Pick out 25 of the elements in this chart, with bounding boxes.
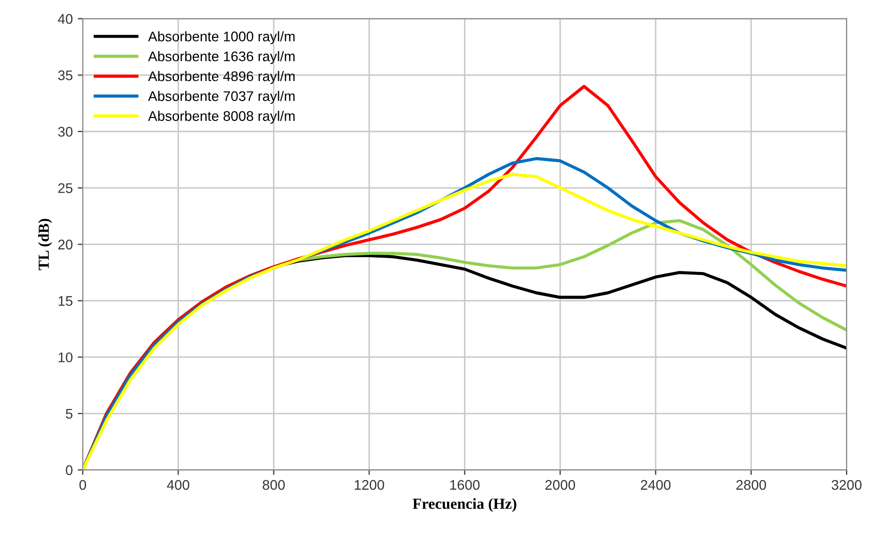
legend-label: Absorbente 4896 rayl/m <box>148 70 295 84</box>
x-tick-label: 2400 <box>640 480 671 490</box>
y-tick-label: 25 <box>58 183 72 194</box>
legend-label: Absorbente 7037 rayl/m <box>148 90 295 104</box>
y-tick-label: 40 <box>58 14 72 24</box>
x-tick-label: 1600 <box>450 480 480 490</box>
x-tick-label: 1200 <box>354 480 384 490</box>
y-axis-title: TL (dB) <box>38 218 52 270</box>
x-tick-label: 2800 <box>736 480 766 490</box>
x-tick-label: 2000 <box>545 480 576 490</box>
x-tick-label: 0 <box>79 480 86 490</box>
y-tick-label: 15 <box>58 296 72 306</box>
legend-label: Absorbente 8008 rayl/m <box>148 110 295 124</box>
x-tick-label: 3200 <box>832 480 862 490</box>
y-tick-label: 5 <box>66 408 72 419</box>
legend-label: Absorbente 1000 rayl/m <box>148 31 295 44</box>
y-tick-label: 0 <box>66 465 72 476</box>
y-tick-label: 30 <box>58 126 72 137</box>
x-tick-label: 800 <box>262 480 285 490</box>
y-tick-label: 20 <box>58 240 72 250</box>
x-axis-title: Frecuencia (Hz) <box>412 498 516 512</box>
y-tick-label: 10 <box>58 352 72 362</box>
x-tick-label: 400 <box>166 480 190 490</box>
y-tick-label: 35 <box>58 70 72 80</box>
legend-label: Absorbente 1636 rayl/m <box>148 51 295 64</box>
